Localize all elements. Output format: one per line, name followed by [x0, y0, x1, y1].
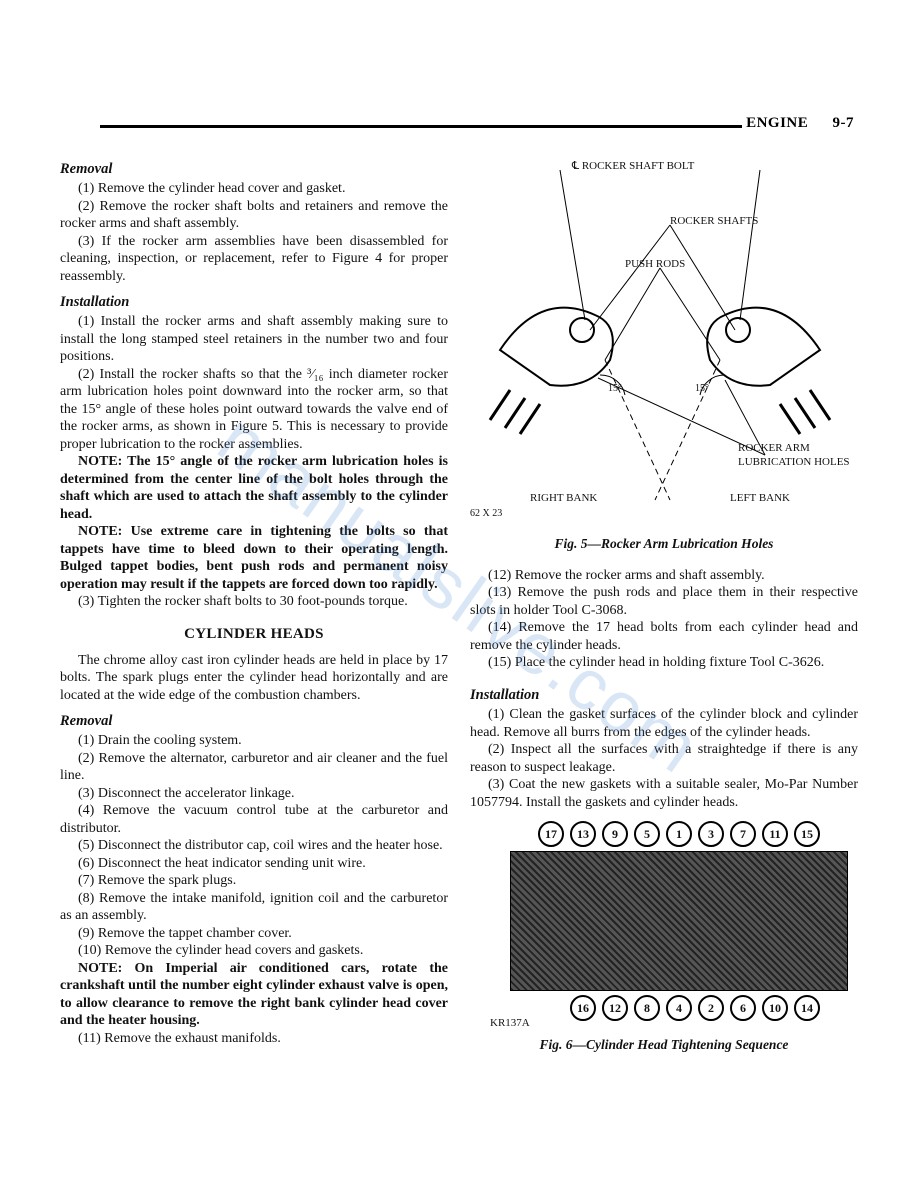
bolt-number: 10	[762, 995, 788, 1021]
b-step-3: (3) Coat the new gaskets with a suitable…	[470, 776, 858, 811]
bolt-number: 12	[602, 995, 628, 1021]
ch-step-12: (12) Remove the rocker arms and shaft as…	[470, 567, 858, 585]
label-right-bank: RIGHT BANK	[530, 492, 597, 506]
figure-5-diagram: ℄ ROCKER SHAFT BOLT ROCKER SHAFTS PUSH R…	[470, 160, 858, 530]
removal-step-3: (3) If the rocker arm assemblies have be…	[60, 233, 448, 286]
ch-step-5: (5) Disconnect the distributor cap, coil…	[60, 837, 448, 855]
figure-6-code: KR137A	[490, 1017, 530, 1031]
bolt-number: 7	[730, 821, 756, 847]
ch-step-4: (4) Remove the vacuum control tube at th…	[60, 802, 448, 837]
bottom-bolt-row: 161284261014	[570, 995, 820, 1021]
ch-step-9: (9) Remove the tappet chamber cover.	[60, 925, 448, 943]
section-name: ENGINE	[746, 115, 808, 131]
bolt-number: 14	[794, 995, 820, 1021]
installation-heading: Installation	[60, 293, 448, 311]
cylinder-heads-title: CYLINDER HEADS	[60, 625, 448, 644]
b-step-2: (2) Inspect all the surfaces with a stra…	[470, 741, 858, 776]
bolt-number: 2	[698, 995, 724, 1021]
cylinder-heads-intro: The chrome alloy cast iron cylinder head…	[60, 652, 448, 705]
bolt-number: 3	[698, 821, 724, 847]
removal-step-2: (2) Remove the rocker shaft bolts and re…	[60, 198, 448, 233]
install-step-1: (1) Install the rocker arms and shaft as…	[60, 313, 448, 366]
ch-step-7: (7) Remove the spark plugs.	[60, 872, 448, 890]
bolt-number: 8	[634, 995, 660, 1021]
ch-step-2: (2) Remove the alternator, carburetor an…	[60, 750, 448, 785]
ch-step-11: (11) Remove the exhaust manifolds.	[60, 1030, 448, 1048]
removal-step-1: (1) Remove the cylinder head cover and g…	[60, 180, 448, 198]
ch-step-14: (14) Remove the 17 head bolts from each …	[470, 619, 858, 654]
install-step-2: (2) Install the rocker shafts so that th…	[60, 366, 448, 454]
label-shafts: ROCKER SHAFTS	[670, 215, 758, 229]
bolt-number: 15	[794, 821, 820, 847]
bolt-number: 6	[730, 995, 756, 1021]
ch-step-13: (13) Remove the push rods and place them…	[470, 584, 858, 619]
ch-step-10: (10) Remove the cylinder head covers and…	[60, 942, 448, 960]
label-bolt: ℄ ROCKER SHAFT BOLT	[572, 160, 694, 174]
page-number: 9-7	[833, 115, 855, 131]
label-pushrods: PUSH RODS	[625, 258, 685, 272]
install-step-3: (3) Tighten the rocker shaft bolts to 30…	[60, 593, 448, 611]
ch-step-15: (15) Place the cylinder head in holding …	[470, 654, 858, 672]
label-angle-2: 15°	[695, 383, 709, 396]
b-step-1: (1) Clean the gasket surfaces of the cyl…	[470, 706, 858, 741]
page-header: ENGINE 9-7	[742, 115, 858, 132]
bolt-number: 17	[538, 821, 564, 847]
installation2-heading: Installation	[470, 686, 858, 704]
bolt-number: 16	[570, 995, 596, 1021]
label-angle-1: 15°	[608, 383, 622, 396]
rocker-diagram-svg	[470, 160, 850, 530]
top-bolt-row: 1713951371115	[538, 821, 820, 847]
removal2-heading: Removal	[60, 712, 448, 730]
bolt-number: 5	[634, 821, 660, 847]
bolt-number: 1	[666, 821, 692, 847]
note-3: NOTE: On Imperial air conditioned cars, …	[60, 960, 448, 1030]
note-1: NOTE: The 15° angle of the rocker arm lu…	[60, 453, 448, 523]
bolt-number: 11	[762, 821, 788, 847]
left-column: Removal (1) Remove the cylinder head cov…	[60, 160, 448, 1054]
bolt-number: 9	[602, 821, 628, 847]
ch-step-3: (3) Disconnect the accelerator linkage.	[60, 785, 448, 803]
removal-heading: Removal	[60, 160, 448, 178]
bolt-number: 4	[666, 995, 692, 1021]
bolt-number: 13	[570, 821, 596, 847]
ch-step-1: (1) Drain the cooling system.	[60, 732, 448, 750]
engine-block-illustration	[510, 851, 848, 991]
label-lubholes: ROCKER ARM LUBRICATION HOLES	[738, 442, 850, 470]
note-2: NOTE: Use extreme care in tightening the…	[60, 523, 448, 593]
figure-6-diagram: 1713951371115 161284261014 KR137A	[470, 821, 858, 1031]
ch-step-8: (8) Remove the intake manifold, ignition…	[60, 890, 448, 925]
figure-6-caption: Fig. 6—Cylinder Head Tightening Sequence	[470, 1037, 858, 1054]
label-fig5-code: 62 X 23	[470, 508, 502, 521]
right-column: ℄ ROCKER SHAFT BOLT ROCKER SHAFTS PUSH R…	[470, 160, 858, 1054]
figure-5-caption: Fig. 5—Rocker Arm Lubrication Holes	[470, 536, 858, 553]
label-left-bank: LEFT BANK	[730, 492, 790, 506]
ch-step-6: (6) Disconnect the heat indicator sendin…	[60, 855, 448, 873]
